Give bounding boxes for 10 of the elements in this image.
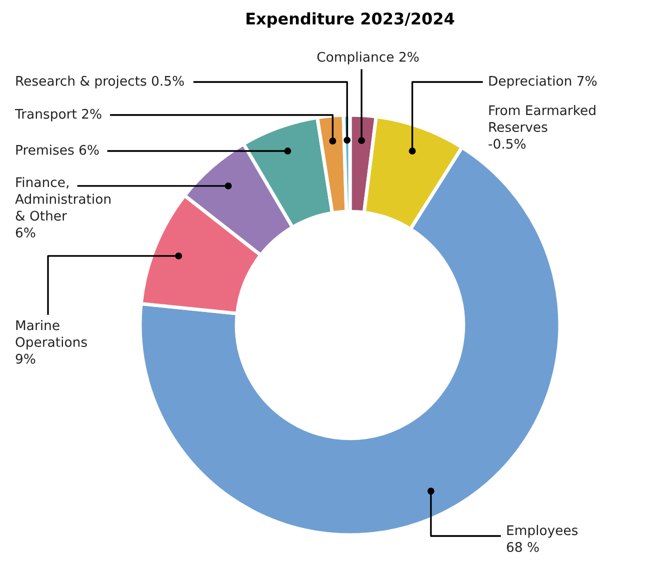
slice-label: Finance, Administration & Other 6% — [15, 176, 110, 238]
slice-label: Depreciation 7% — [489, 76, 597, 88]
slice-label: Compliance 2% — [317, 52, 419, 64]
slice-label: Premises 6% — [16, 144, 99, 155]
text: From Earmarked Reserves -0.5% — [488, 105, 596, 149]
slice-label: Marine Operations 9% — [16, 320, 87, 364]
slice-label: Transport 2% — [14, 108, 102, 122]
slice-label: Employees 68 % — [506, 525, 578, 552]
chart-title: Expenditure 2023/2024 — [246, 12, 454, 28]
slice-label: Research & projects 0.5% — [16, 76, 184, 88]
